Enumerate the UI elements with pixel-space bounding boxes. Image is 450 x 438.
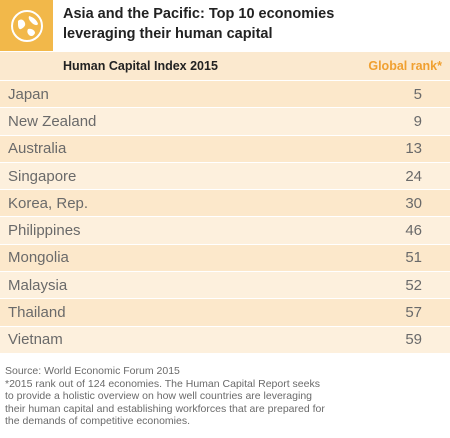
- footnote-line-3: their human capital and establishing wor…: [5, 402, 325, 415]
- table-row: Philippines 46: [0, 217, 450, 245]
- global-rank-value: 52: [405, 276, 422, 294]
- country-name: Philippines: [8, 222, 81, 240]
- table-row: Japan 5: [0, 81, 450, 109]
- table-row: Australia 13: [0, 135, 450, 163]
- footer-notes: Source: World Economic Forum 2015 *2015 …: [5, 365, 445, 428]
- country-name: Thailand: [8, 304, 66, 322]
- ranking-table: Japan 5 New Zealand 9 Australia 13 Singapore 24…: [0, 81, 450, 354]
- global-rank-value: 59: [405, 331, 422, 349]
- logo-badge: [0, 0, 53, 51]
- country-name: Vietnam: [8, 331, 63, 349]
- column-header-row: Human Capital Index 2015 Global rank*: [0, 52, 450, 80]
- table-row: Singapore 24: [0, 162, 450, 191]
- table-row: Thailand 57: [0, 299, 450, 327]
- global-rank-value: 51: [405, 249, 422, 267]
- table-row: Malaysia 52: [0, 272, 450, 300]
- title-block: Asia and the Pacific: Top 10 economies l…: [53, 0, 450, 51]
- country-name: Japan: [8, 85, 49, 103]
- global-rank-value: 46: [405, 222, 422, 240]
- table-row: Vietnam 59: [0, 326, 450, 354]
- footnote-line-2: to provide a holistic overview on how we…: [5, 390, 312, 402]
- global-rank-value: 5: [413, 85, 422, 103]
- country-name: Mongolia: [8, 249, 69, 267]
- column-header-rank: Global rank*: [368, 59, 442, 73]
- country-name: Singapore: [8, 167, 77, 185]
- global-rank-value: 30: [405, 194, 422, 212]
- footnote-line-1: *2015 rank out of 124 economies. The Hum…: [5, 377, 320, 390]
- global-rank-value: 13: [405, 140, 422, 158]
- source-note: Source: World Economic Forum 2015: [5, 365, 180, 377]
- table-row: Mongolia 51: [0, 244, 450, 273]
- chart-header: Asia and the Pacific: Top 10 economies l…: [0, 0, 450, 51]
- chart-title-line-1: Asia and the Pacific: Top 10 economies: [63, 6, 335, 22]
- global-rank-value: 57: [405, 304, 422, 322]
- footnote-line-4: the demands of competitive economies.: [5, 415, 191, 427]
- country-name: Korea, Rep.: [8, 194, 89, 212]
- country-name: Malaysia: [8, 276, 68, 294]
- country-name: New Zealand: [8, 112, 97, 130]
- globe-icon: [10, 9, 43, 42]
- country-name: Australia: [8, 140, 67, 158]
- global-rank-value: 9: [413, 112, 422, 130]
- chart-title-line-2: leveraging their human capital: [63, 26, 273, 42]
- table-row: Korea, Rep. 30: [0, 190, 450, 218]
- global-rank-value: 24: [405, 167, 422, 185]
- table-row: New Zealand 9: [0, 108, 450, 136]
- column-header-index: Human Capital Index 2015: [63, 59, 218, 73]
